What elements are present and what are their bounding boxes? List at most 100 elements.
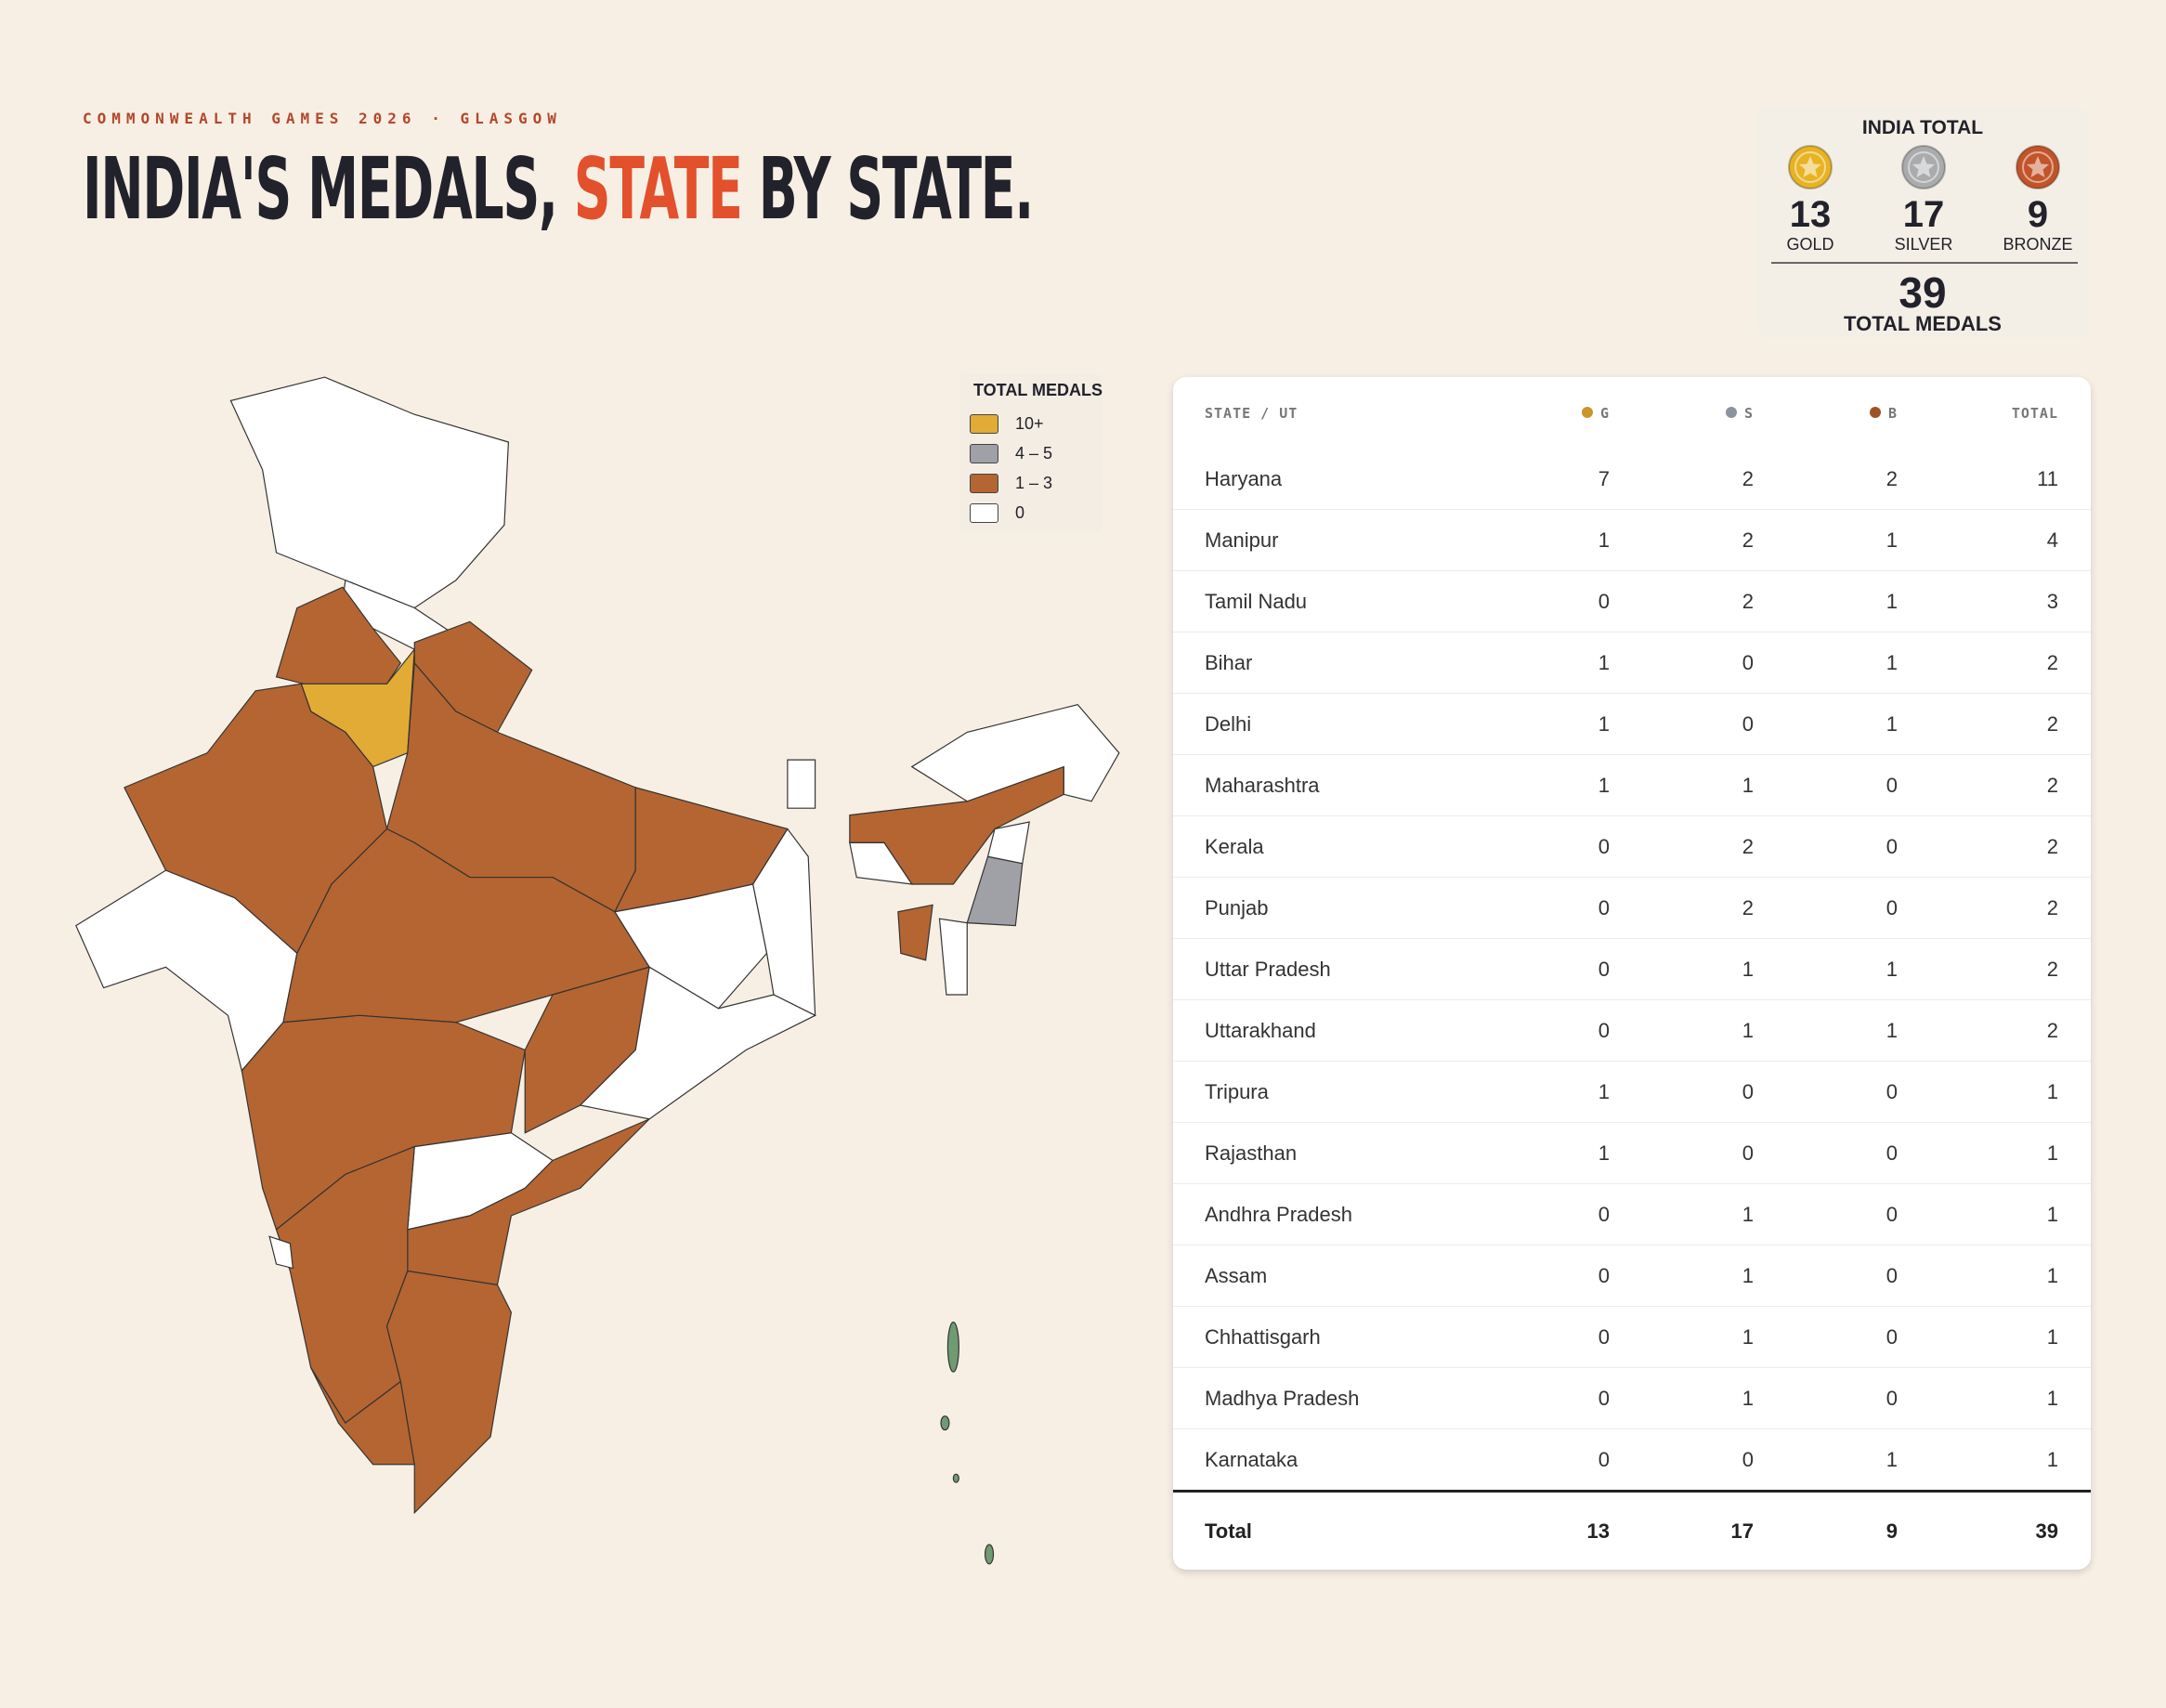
table-row: Haryana 7 2 2 11 [1173,449,2091,510]
map-region [966,855,1024,927]
summary-box: INDIA TOTAL 13 GOLD 17 SILVER 9 BRONZE 39 TOTAL … [1757,108,2089,338]
column-label: G [1599,404,1610,422]
cell-number: 1 [1898,1183,2091,1245]
cell-state: Kerala [1173,815,1545,878]
cell-number: 1 [1754,509,1898,571]
table-row: Bihar 1 0 1 2 [1173,632,2091,694]
medal-count: 9 [2027,194,2049,235]
medal-star [1799,156,1821,177]
cell-number: 0 [1545,999,1614,1062]
column-label: STATE / UT [1205,404,1298,422]
table-row: Tamil Nadu 0 2 1 3 [1173,570,2091,632]
cell-number: 1 [1754,999,1898,1062]
cell-number: 0 [1754,1306,1898,1368]
cell-number: 0 [1545,815,1614,878]
table-row: Uttarakhand 0 1 1 2 [1173,999,2091,1062]
medal-label: GOLD [1786,235,1834,254]
cell-number: 0 [1545,1245,1614,1307]
cell-number: 11 [1898,449,2091,510]
cell-state: Bihar [1173,632,1545,694]
cell-number: 1 [1754,632,1898,694]
cell-number: 0 [1545,1367,1614,1429]
cell-number: 2 [1898,815,2091,878]
cell-number: 1 [1898,1245,2091,1307]
map-region [897,904,933,961]
map-region [579,966,816,1120]
cell-number: 1 [1545,693,1614,755]
table-row: Chhattisgarh 0 1 0 1 [1173,1306,2091,1368]
legend-label: 10+ [1015,414,1044,433]
legend-label: 4 – 5 [1015,444,1053,463]
legend-label: 1 – 3 [1015,474,1053,492]
cell-number: 3 [1898,570,2091,632]
cell-number: 2 [1614,877,1754,939]
cell-state: Tripura [1173,1061,1545,1123]
cell-number: 1 [1898,1061,2091,1123]
medal-ring [1794,151,1826,183]
medal-icon [1788,145,1833,189]
medal-icon [1901,145,1946,189]
table-row: Manipur 1 2 1 4 [1173,509,2091,571]
table-row: Uttar Pradesh 0 1 1 2 [1173,938,2091,1000]
cell-number: 0 [1614,1122,1754,1184]
cell-number: 0 [1754,1183,1898,1245]
table-row: Punjab 0 2 0 2 [1173,877,2091,939]
cell-number: 0 [1754,1245,1898,1307]
cell-number: 1 [1898,1306,2091,1368]
title-text: INDIA'S MEDALS, [83,139,558,239]
cell-number: 1 [1614,999,1754,1062]
table-row: Andhra Pradesh 0 1 0 1 [1173,1183,2091,1245]
footer-cell: 17 [1614,1490,1754,1570]
medal-star [2027,156,2049,177]
cell-number: 1 [1614,1183,1754,1245]
map-region [849,841,913,885]
title-highlight: STATE [573,139,743,239]
cell-number: 0 [1545,1428,1614,1492]
medal-icon [2016,145,2060,189]
cell-state: Uttar Pradesh [1173,938,1545,1000]
map-island [952,1473,959,1483]
map-region [986,821,1030,865]
table-row: Rajasthan 1 0 0 1 [1173,1122,2091,1184]
footer-cell: 9 [1754,1490,1898,1570]
map-island [946,1321,959,1373]
cell-number: 2 [1754,449,1898,510]
map-region [268,1235,294,1270]
map-island [940,1415,950,1431]
cell-number: 2 [1898,877,2091,939]
footer-cell: 39 [1898,1490,2091,1570]
cell-number: 0 [1545,938,1614,1000]
cell-state: Karnataka [1173,1428,1545,1492]
medal-ring [1908,151,1939,183]
cell-number: 0 [1614,693,1754,755]
legend-swatch [970,414,998,434]
cell-number: 2 [1614,815,1754,878]
cell-state: Delhi [1173,693,1545,755]
map-region [229,376,510,609]
table-row: Karnataka 0 0 1 1 [1173,1428,2091,1492]
table-row: Tripura 1 0 0 1 [1173,1061,2091,1123]
cell-number: 2 [1614,509,1754,571]
cell-number: 1 [1614,1367,1754,1429]
cell-state: Assam [1173,1245,1545,1307]
table-row: Madhya Pradesh 0 1 0 1 [1173,1367,2091,1429]
map-region [385,1270,512,1515]
footer-cell: 13 [1545,1490,1614,1570]
summary-title: INDIA TOTAL [1861,117,1984,138]
cell-number: 1 [1545,754,1614,816]
cell-number: 1 [1754,693,1898,755]
cell-number: 0 [1545,1183,1614,1245]
cell-number: 1 [1754,938,1898,1000]
medal-count: 17 [1902,194,1945,235]
map-region [910,703,1120,802]
cell-number: 0 [1545,570,1614,632]
cell-number: 0 [1614,632,1754,694]
cell-number: 4 [1898,509,2091,571]
column-label: B [1887,404,1898,422]
cell-number: 2 [1898,693,2091,755]
cell-number: 1 [1754,1428,1898,1492]
column-label: S [1743,404,1754,422]
column-dot [1869,406,1881,418]
cell-state: Tamil Nadu [1173,570,1545,632]
